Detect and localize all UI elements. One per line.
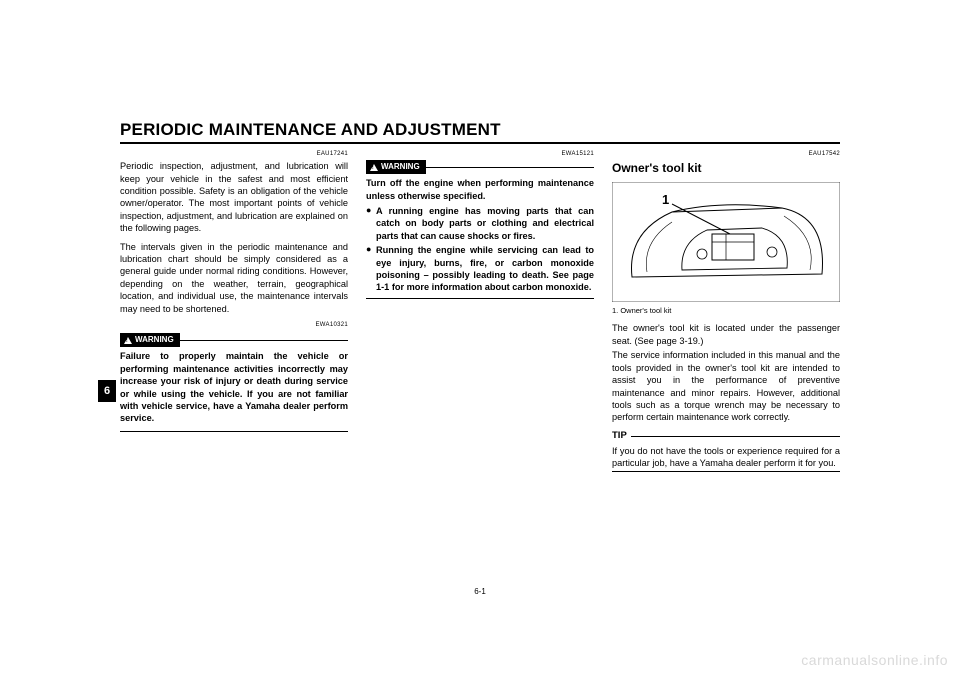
paragraph: The intervals given in the periodic main…: [120, 241, 348, 316]
column-3: EAU17542 Owner's tool kit: [612, 150, 840, 472]
warning-badge: WARNING: [366, 160, 426, 174]
columns: EAU17241 Periodic inspection, adjustment…: [120, 150, 840, 472]
warning-bullets: ●A running engine has moving parts that …: [366, 205, 594, 294]
end-rule: [120, 431, 348, 432]
warning-rule: [180, 340, 348, 341]
list-item: ●A running engine has moving parts that …: [366, 205, 594, 242]
warning-icon: [124, 337, 132, 344]
illustration-caption: 1. Owner's tool kit: [612, 306, 840, 316]
warning-icon: [370, 164, 378, 171]
warning-rule: [426, 167, 594, 168]
warning-heading: WARNING: [120, 333, 348, 347]
ref-code: EWA15121: [366, 150, 594, 158]
bullet-text: Running the engine while servicing can l…: [376, 244, 594, 294]
paragraph: The service information included in this…: [612, 349, 840, 424]
ref-code: EWA10321: [120, 321, 348, 329]
column-1: EAU17241 Periodic inspection, adjustment…: [120, 150, 348, 472]
tip-text: If you do not have the tools or experien…: [612, 445, 840, 470]
section-heading: Owner's tool kit: [612, 160, 840, 176]
warning-intro: Turn off the engine when performing main…: [366, 177, 594, 202]
illustration-svg: 1: [612, 182, 840, 302]
warning-label: WARNING: [381, 162, 420, 173]
list-item: ●Running the engine while servicing can …: [366, 244, 594, 294]
warning-text: Failure to properly maintain the vehicle…: [120, 350, 348, 425]
page-number: 6-1: [474, 587, 486, 596]
ref-code: EAU17542: [612, 150, 840, 158]
paragraph: Periodic inspection, adjustment, and lub…: [120, 160, 348, 235]
chapter-tab: 6: [98, 380, 116, 402]
bullet-icon: ●: [366, 244, 376, 256]
tool-kit-illustration: 1: [612, 182, 840, 302]
tip-rule: [631, 436, 840, 437]
end-rule: [366, 298, 594, 299]
ref-code: EAU17241: [120, 150, 348, 158]
watermark: carmanualsonline.info: [801, 652, 948, 668]
warning-heading: WARNING: [366, 160, 594, 174]
bullet-text: A running engine has moving parts that c…: [376, 205, 594, 242]
column-2: EWA15121 WARNING Turn off the engine whe…: [366, 150, 594, 472]
warning-label: WARNING: [135, 335, 174, 346]
paragraph: The owner's tool kit is located under th…: [612, 322, 840, 347]
end-rule: [612, 471, 840, 472]
tip-heading: TIP: [612, 430, 840, 443]
page-content: PERIODIC MAINTENANCE AND ADJUSTMENT EAU1…: [120, 120, 840, 580]
chapter-title: PERIODIC MAINTENANCE AND ADJUSTMENT: [120, 120, 840, 140]
callout-number: 1: [662, 192, 669, 207]
bullet-icon: ●: [366, 205, 376, 217]
title-rule: [120, 142, 840, 144]
warning-badge: WARNING: [120, 333, 180, 347]
tip-label: TIP: [612, 430, 627, 443]
